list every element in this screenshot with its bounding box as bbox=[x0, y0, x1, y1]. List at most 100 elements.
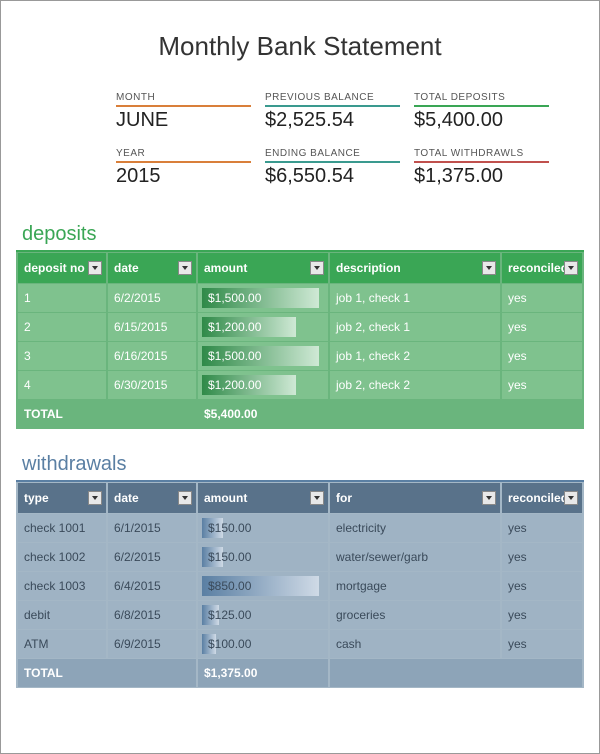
withdrawals-table: typedateamountforreconciled check 10016/… bbox=[16, 480, 584, 688]
withdrawals-header-row: type date amount for reconciled bbox=[18, 483, 582, 513]
filter-dropdown-icon[interactable] bbox=[310, 491, 324, 505]
cell: 6/30/2015 bbox=[108, 371, 196, 399]
amount-text: $100.00 bbox=[208, 637, 251, 651]
header-label: for bbox=[336, 491, 352, 505]
cell: yes bbox=[502, 284, 582, 312]
cell: yes bbox=[502, 514, 582, 542]
deposits-total-spacer bbox=[330, 400, 582, 428]
filter-dropdown-icon[interactable] bbox=[178, 261, 192, 275]
column-header[interactable]: reconciled bbox=[502, 483, 582, 513]
withdrawals-total-amount: $1,375.00 bbox=[198, 659, 328, 687]
summary-label: MONTH bbox=[116, 92, 251, 107]
column-header[interactable]: amount bbox=[198, 253, 328, 283]
column-header[interactable]: date bbox=[108, 483, 196, 513]
cell: 3 bbox=[18, 342, 106, 370]
withdrawals-total-label: TOTAL bbox=[18, 659, 196, 687]
deposits-body: 16/2/2015$1,500.00job 1, check 1yes26/15… bbox=[18, 284, 582, 399]
cell: mortgage bbox=[330, 572, 500, 600]
deposits-total-row: TOTAL $5,400.00 bbox=[18, 400, 582, 428]
header-label: description bbox=[336, 261, 401, 275]
filter-dropdown-icon[interactable] bbox=[310, 261, 324, 275]
amount-cell: $100.00 bbox=[198, 630, 328, 658]
column-header[interactable]: deposit no bbox=[18, 253, 106, 283]
amount-cell: $1,500.00 bbox=[198, 284, 328, 312]
summary-value: 2015 bbox=[116, 163, 251, 188]
summary-cell: ENDING BALANCE$6,550.54 bbox=[265, 148, 400, 188]
cell: job 1, check 2 bbox=[330, 342, 500, 370]
summary-cell: MONTHJUNE bbox=[116, 92, 251, 132]
cell: 6/16/2015 bbox=[108, 342, 196, 370]
amount-text: $1,500.00 bbox=[208, 291, 261, 305]
cell: 4 bbox=[18, 371, 106, 399]
deposits-total-label: TOTAL bbox=[18, 400, 196, 428]
column-header[interactable]: reconciled bbox=[502, 253, 582, 283]
filter-dropdown-icon[interactable] bbox=[564, 491, 578, 505]
cell: check 1003 bbox=[18, 572, 106, 600]
cell: electricity bbox=[330, 514, 500, 542]
amount-cell: $850.00 bbox=[198, 572, 328, 600]
amount-cell: $150.00 bbox=[198, 543, 328, 571]
cell: 6/2/2015 bbox=[108, 284, 196, 312]
header-label: date bbox=[114, 491, 139, 505]
cell: 6/8/2015 bbox=[108, 601, 196, 629]
cell: ATM bbox=[18, 630, 106, 658]
header-label: deposit no bbox=[24, 261, 85, 275]
summary-row-2: YEAR2015ENDING BALANCE$6,550.54TOTAL WIT… bbox=[116, 148, 584, 188]
summary-label: ENDING BALANCE bbox=[265, 148, 400, 163]
cell: check 1001 bbox=[18, 514, 106, 542]
deposits-title: deposits bbox=[22, 223, 584, 246]
table-row: check 10026/2/2015$150.00water/sewer/gar… bbox=[18, 543, 582, 571]
table-row: check 10036/4/2015$850.00mortgageyes bbox=[18, 572, 582, 600]
cell: yes bbox=[502, 601, 582, 629]
filter-dropdown-icon[interactable] bbox=[482, 261, 496, 275]
amount-cell: $1,200.00 bbox=[198, 313, 328, 341]
header-label: date bbox=[114, 261, 139, 275]
cell: yes bbox=[502, 572, 582, 600]
cell: debit bbox=[18, 601, 106, 629]
cell: 6/2/2015 bbox=[108, 543, 196, 571]
summary-cell: TOTAL DEPOSITS$5,400.00 bbox=[414, 92, 549, 132]
cell: job 2, check 1 bbox=[330, 313, 500, 341]
summary-label: TOTAL DEPOSITS bbox=[414, 92, 549, 107]
summary-label: PREVIOUS BALANCE bbox=[265, 92, 400, 107]
summary-label: YEAR bbox=[116, 148, 251, 163]
summary-row-1: MONTHJUNE PREVIOUS BALANCE$2,525.54 TOTAL … bbox=[116, 92, 584, 132]
amount-text: $150.00 bbox=[208, 521, 251, 535]
column-header[interactable]: description bbox=[330, 253, 500, 283]
cell: water/sewer/garb bbox=[330, 543, 500, 571]
filter-dropdown-icon[interactable] bbox=[564, 261, 578, 275]
cell: yes bbox=[502, 543, 582, 571]
filter-dropdown-icon[interactable] bbox=[88, 491, 102, 505]
cell: yes bbox=[502, 630, 582, 658]
page-title: Monthly Bank Statement bbox=[16, 31, 584, 62]
filter-dropdown-icon[interactable] bbox=[88, 261, 102, 275]
summary-cell: PREVIOUS BALANCE$2,525.54 bbox=[265, 92, 400, 132]
filter-dropdown-icon[interactable] bbox=[482, 491, 496, 505]
amount-cell: $150.00 bbox=[198, 514, 328, 542]
table-row: 36/16/2015$1,500.00job 1, check 2yes bbox=[18, 342, 582, 370]
cell: yes bbox=[502, 342, 582, 370]
column-header[interactable]: type bbox=[18, 483, 106, 513]
cell: 6/9/2015 bbox=[108, 630, 196, 658]
cell: 6/15/2015 bbox=[108, 313, 196, 341]
column-header[interactable]: amount bbox=[198, 483, 328, 513]
deposits-total-amount: $5,400.00 bbox=[198, 400, 328, 428]
amount-cell: $1,500.00 bbox=[198, 342, 328, 370]
amount-text: $150.00 bbox=[208, 550, 251, 564]
cell: yes bbox=[502, 313, 582, 341]
table-row: 46/30/2015$1,200.00job 2, check 2yes bbox=[18, 371, 582, 399]
withdrawals-body: check 10016/1/2015$150.00electricityyesc… bbox=[18, 514, 582, 658]
table-row: 26/15/2015$1,200.00job 2, check 1yes bbox=[18, 313, 582, 341]
header-label: type bbox=[24, 491, 49, 505]
header-label: amount bbox=[204, 261, 247, 275]
filter-dropdown-icon[interactable] bbox=[178, 491, 192, 505]
summary-cell: YEAR2015 bbox=[116, 148, 251, 188]
column-header[interactable]: date bbox=[108, 253, 196, 283]
column-header[interactable]: for bbox=[330, 483, 500, 513]
cell: groceries bbox=[330, 601, 500, 629]
cell: 1 bbox=[18, 284, 106, 312]
cell: 6/1/2015 bbox=[108, 514, 196, 542]
table-row: debit6/8/2015$125.00groceriesyes bbox=[18, 601, 582, 629]
amount-text: $1,200.00 bbox=[208, 378, 261, 392]
deposits-table: deposit no date amount description reconcile… bbox=[16, 250, 584, 429]
